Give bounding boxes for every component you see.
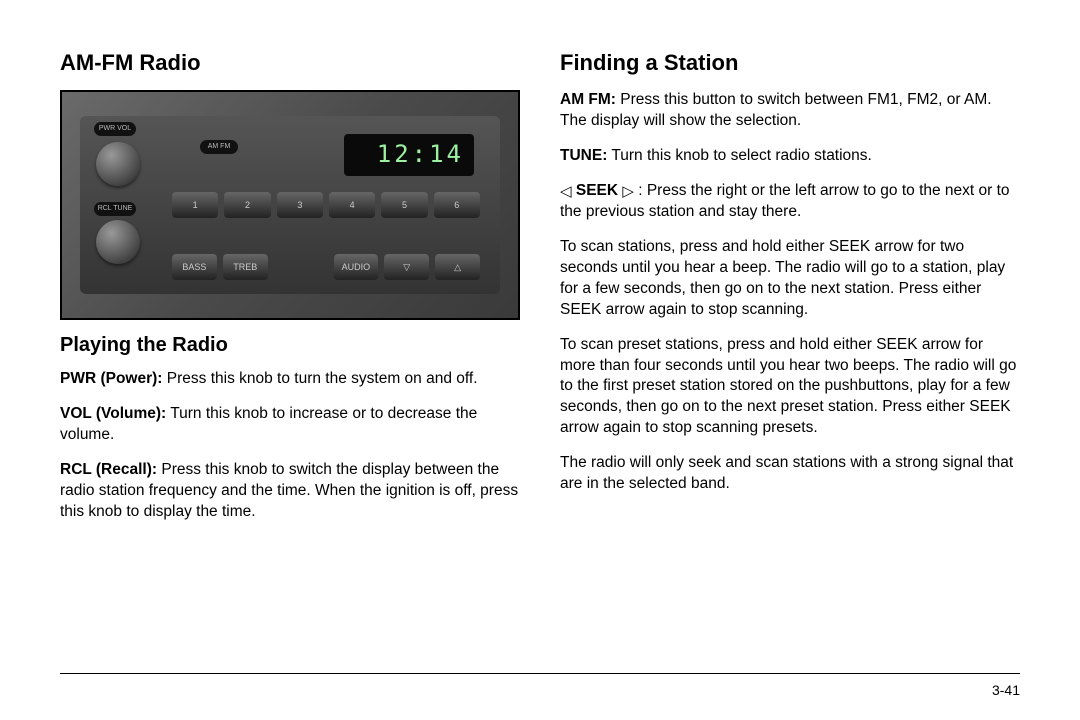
pwr-vol-knob xyxy=(96,142,140,186)
pwr-vol-label: PWR VOL xyxy=(94,122,136,136)
section-title-finding: Finding a Station xyxy=(560,50,1020,76)
tune-paragraph: TUNE: Turn this knob to select radio sta… xyxy=(560,146,1020,167)
pwr-paragraph: PWR (Power): Press this knob to turn the… xyxy=(60,369,520,390)
tune-term: TUNE: xyxy=(560,147,607,164)
spacer xyxy=(274,254,328,280)
seek-left-icon: ◁ xyxy=(560,182,572,202)
down-button: ▽ xyxy=(384,254,429,280)
footer-rule xyxy=(60,673,1020,674)
amfm-paragraph: AM FM: Press this button to switch betwe… xyxy=(560,90,1020,132)
amfm-term: AM FM: xyxy=(560,91,616,108)
amfm-text: Press this button to switch between FM1,… xyxy=(560,91,992,129)
preset-3: 3 xyxy=(277,192,323,218)
pwr-text: Press this knob to turn the system on an… xyxy=(162,370,477,387)
preset-5: 5 xyxy=(381,192,427,218)
preset-2: 2 xyxy=(224,192,270,218)
radio-photo: PWR VOL RCL TUNE AM FM 12:14 1 2 3 4 5 6… xyxy=(60,90,520,320)
seek-paragraph: ◁ SEEK ▷ : Press the right or the left a… xyxy=(560,181,1020,223)
rcl-term: RCL (Recall): xyxy=(60,461,157,478)
preset-row: 1 2 3 4 5 6 xyxy=(172,192,480,218)
rcl-paragraph: RCL (Recall): Press this knob to switch … xyxy=(60,460,520,523)
vol-paragraph: VOL (Volume): Turn this knob to increase… xyxy=(60,404,520,446)
tune-text: Turn this knob to select radio stations. xyxy=(607,147,872,164)
preset-6: 6 xyxy=(434,192,480,218)
control-row: BASS TREB AUDIO ▽ △ xyxy=(172,254,480,280)
pwr-term: PWR (Power): xyxy=(60,370,162,387)
preset-1: 1 xyxy=(172,192,218,218)
seek-right-icon: ▷ xyxy=(622,182,634,202)
radio-display: 12:14 xyxy=(344,134,474,176)
amfm-button: AM FM xyxy=(200,140,238,154)
bass-button: BASS xyxy=(172,254,217,280)
treb-button: TREB xyxy=(223,254,268,280)
rcl-tune-knob xyxy=(96,220,140,264)
rcl-tune-label: RCL TUNE xyxy=(94,202,136,216)
subheading-playing: Playing the Radio xyxy=(60,334,520,357)
right-column: Finding a Station AM FM: Press this butt… xyxy=(560,50,1020,537)
section-title: AM-FM Radio xyxy=(60,50,520,76)
signal-paragraph: The radio will only seek and scan statio… xyxy=(560,453,1020,495)
preset-4: 4 xyxy=(329,192,375,218)
audio-button: AUDIO xyxy=(334,254,379,280)
vol-term: VOL (Volume): xyxy=(60,405,166,422)
up-button: △ xyxy=(435,254,480,280)
left-column: AM-FM Radio PWR VOL RCL TUNE AM FM 12:14… xyxy=(60,50,520,537)
scan-paragraph: To scan stations, press and hold either … xyxy=(560,237,1020,321)
page-number: 3-41 xyxy=(992,682,1020,698)
scan-preset-paragraph: To scan preset stations, press and hold … xyxy=(560,335,1020,440)
seek-term: SEEK xyxy=(572,182,623,199)
